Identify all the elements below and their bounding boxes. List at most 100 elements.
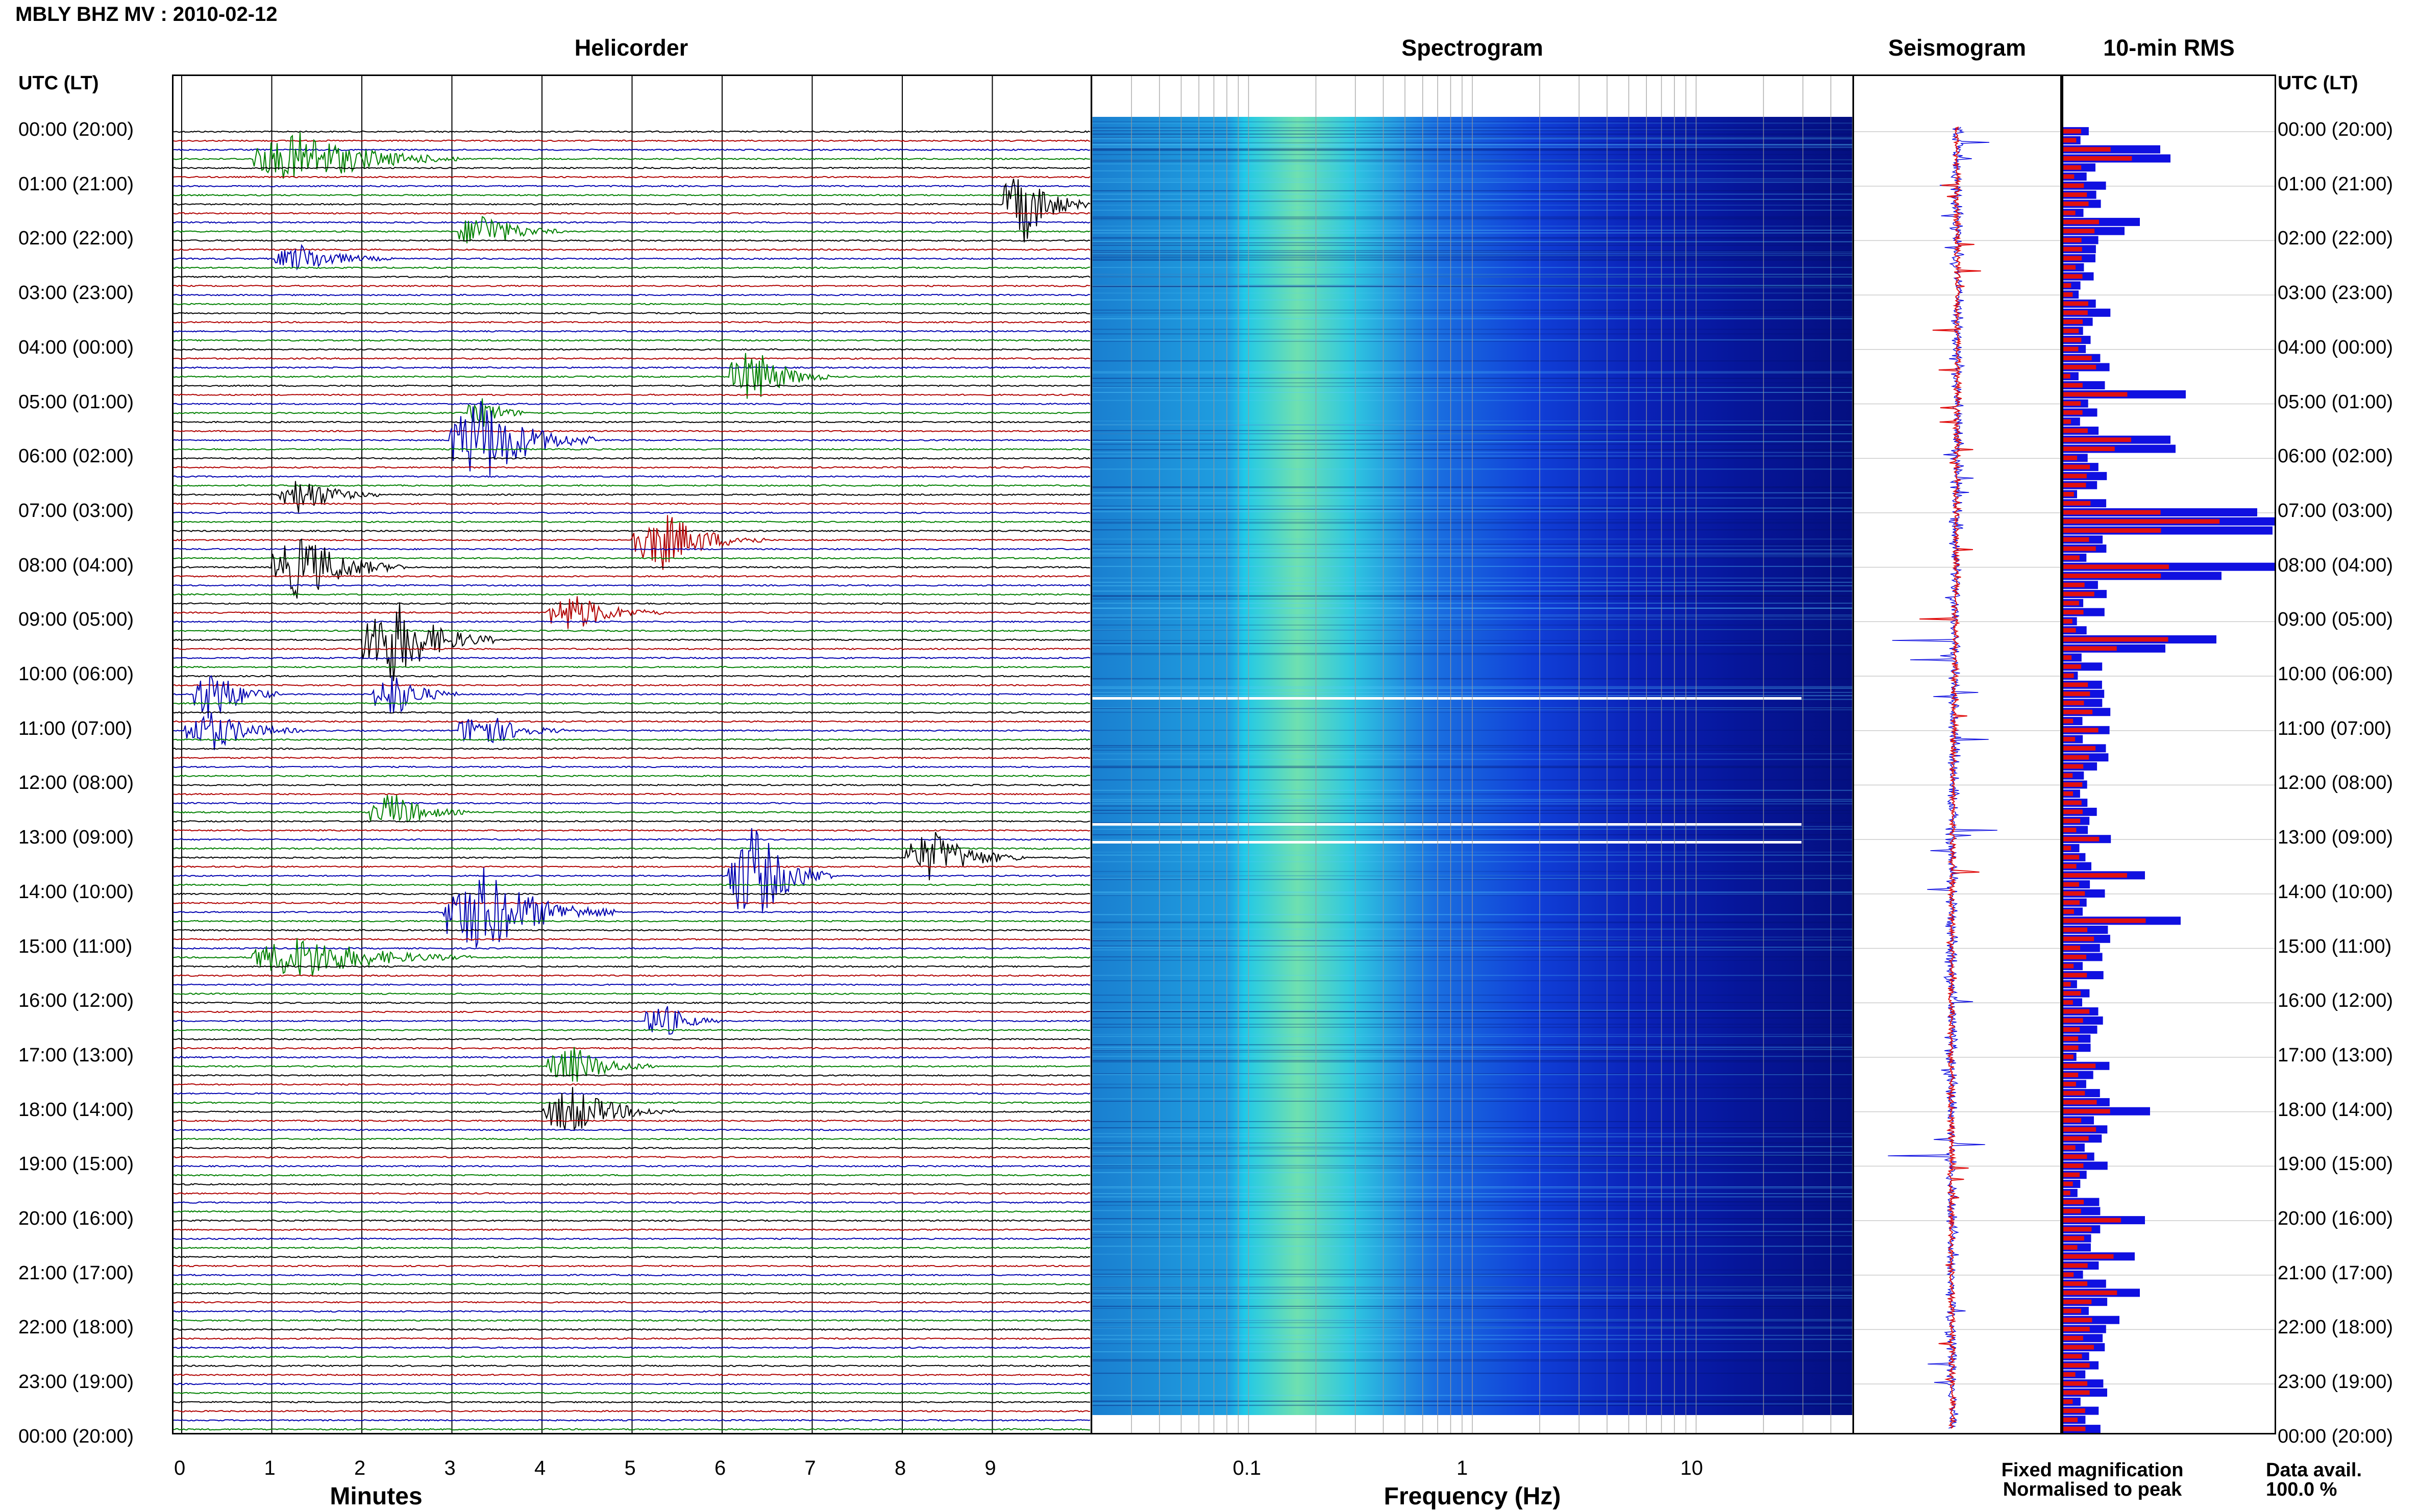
helicorder-trace xyxy=(174,481,1091,513)
helicorder-trace xyxy=(174,193,1091,197)
rms-bar-normalised xyxy=(2063,900,2080,905)
helicorder-trace xyxy=(174,393,1091,396)
helicorder-trace xyxy=(174,974,1091,977)
helicorder-trace xyxy=(174,384,1091,387)
helicorder-trace xyxy=(174,276,1091,279)
helicorder-plot xyxy=(174,76,1091,1433)
rms-bar-normalised xyxy=(2063,1181,2073,1186)
helicorder-trace xyxy=(174,738,1091,741)
time-label-left: 15:00 (11:00) xyxy=(18,935,133,957)
rms-bar-normalised xyxy=(2063,138,2077,143)
helicorder-trace xyxy=(174,320,1091,324)
helicorder-trace xyxy=(174,775,1091,778)
rms-bar-normalised xyxy=(2063,1426,2086,1431)
rms-bar-normalised xyxy=(2063,1045,2079,1050)
rms-bar-normalised xyxy=(2063,301,2088,306)
helicorder-trace xyxy=(174,593,1090,596)
rms-bar-normalised xyxy=(2063,419,2071,424)
rms-bar-normalised xyxy=(2063,1009,2090,1014)
rms-bar-normalised xyxy=(2063,410,2083,415)
rms-bar-normalised xyxy=(2063,1036,2079,1041)
seismogram-normalised-trace xyxy=(1919,127,1981,1429)
helicorder-trace xyxy=(174,1282,1091,1286)
minutes-tick-label: 5 xyxy=(624,1457,636,1479)
helicorder-trace xyxy=(174,1292,1091,1295)
helicorder-trace xyxy=(174,1319,1091,1322)
helicorder-trace xyxy=(174,1147,1091,1150)
time-label-left: 00:00 (20:00) xyxy=(18,119,134,140)
helicorder-trace xyxy=(174,448,1091,451)
data-gap xyxy=(1092,823,1801,826)
rms-bar-normalised xyxy=(2063,1299,2092,1304)
seismogram-plot xyxy=(1854,127,2060,1429)
helicorder-trace xyxy=(174,398,1091,427)
helicorder-trace xyxy=(174,1074,1091,1077)
helicorder-trace xyxy=(174,1419,1091,1422)
helicorder-title: Helicorder xyxy=(574,35,688,61)
helicorder-trace xyxy=(174,511,1091,514)
rms-bar-normalised xyxy=(2063,1281,2088,1286)
rms-bar-normalised xyxy=(2063,210,2076,215)
helicorder-trace xyxy=(174,783,1091,786)
rms-bar-normalised xyxy=(2063,1200,2084,1204)
rms-bar-normalised xyxy=(2063,1127,2096,1132)
rms-bar-normalised xyxy=(2063,746,2096,751)
helicorder-trace xyxy=(174,1346,1091,1349)
frequency-tick-label: 0.1 xyxy=(1232,1457,1262,1479)
helicorder-trace xyxy=(174,1183,1091,1186)
time-label-left: 02:00 (22:00) xyxy=(18,228,134,250)
helicorder-trace xyxy=(174,166,1091,169)
rms-bar-normalised xyxy=(2063,1372,2076,1377)
helicorder-trace xyxy=(174,266,1091,269)
time-label-left: 13:00 (09:00) xyxy=(18,827,134,849)
rms-bar-normalised xyxy=(2063,782,2083,787)
time-label-left: 03:00 (23:00) xyxy=(18,282,134,304)
helicorder-trace xyxy=(174,596,1091,629)
helicorder-trace xyxy=(174,248,1091,251)
helicorder-trace xyxy=(174,130,1091,133)
helicorder-trace xyxy=(174,965,1091,968)
rms-bar-normalised xyxy=(2063,828,2077,832)
rms-bar-normalised xyxy=(2063,510,2161,515)
helicorder-trace xyxy=(174,575,1091,578)
helicorder-trace xyxy=(174,529,1090,532)
rms-bar-normalised xyxy=(2063,274,2083,279)
rms-bar-normalised xyxy=(2063,846,2071,851)
helicorder-trace xyxy=(174,132,1091,179)
rms-bar-normalised xyxy=(2063,1208,2081,1213)
helicorder-trace xyxy=(174,1092,1091,1095)
time-label-right: 01:00 (21:00) xyxy=(2278,173,2393,195)
time-label-left: 17:00 (13:00) xyxy=(18,1044,134,1066)
time-label-left: 08:00 (04:00) xyxy=(18,554,134,576)
time-header-left: UTC (LT) xyxy=(18,72,99,94)
rms-bar-normalised xyxy=(2063,356,2092,361)
helicorder-trace xyxy=(174,1265,1091,1268)
rms-bar-normalised xyxy=(2063,1227,2092,1232)
rms-bar-normalised xyxy=(2063,265,2076,270)
rms-bar-normalised xyxy=(2063,1236,2084,1241)
rms-bar-normalised xyxy=(2063,1145,2076,1150)
helicorder-trace xyxy=(174,765,1091,769)
helicorder-trace xyxy=(174,1328,1091,1331)
helicorder-trace xyxy=(174,457,1091,460)
rms-bar-normalised xyxy=(2063,1054,2074,1059)
rms-bar-normalised xyxy=(2063,1263,2088,1268)
rms-bar-normalised xyxy=(2063,337,2082,342)
helicorder-trace xyxy=(174,139,1091,142)
helicorder-trace xyxy=(174,720,1091,723)
rms-bar-normalised xyxy=(2063,655,2072,660)
rms-bar-normalised xyxy=(2063,673,2074,678)
helicorder-trace xyxy=(174,620,1090,623)
helicorder-trace xyxy=(174,1237,1091,1241)
rms-bar-normalised xyxy=(2063,882,2079,887)
rms-bar-normalised xyxy=(2063,310,2088,315)
helicorder-trace xyxy=(174,820,1091,823)
rms-bar-normalised xyxy=(2063,1073,2079,1077)
time-label-left: 11:00 (07:00) xyxy=(18,717,133,739)
rms-bar-normalised xyxy=(2063,1090,2085,1096)
helicorder-trace xyxy=(174,1056,1091,1059)
rms-bar-normalised xyxy=(2063,201,2089,206)
helicorder-trace xyxy=(174,756,1091,759)
rms-bar-normalised xyxy=(2063,1354,2082,1359)
rms-bar-normalised xyxy=(2063,1218,2121,1223)
